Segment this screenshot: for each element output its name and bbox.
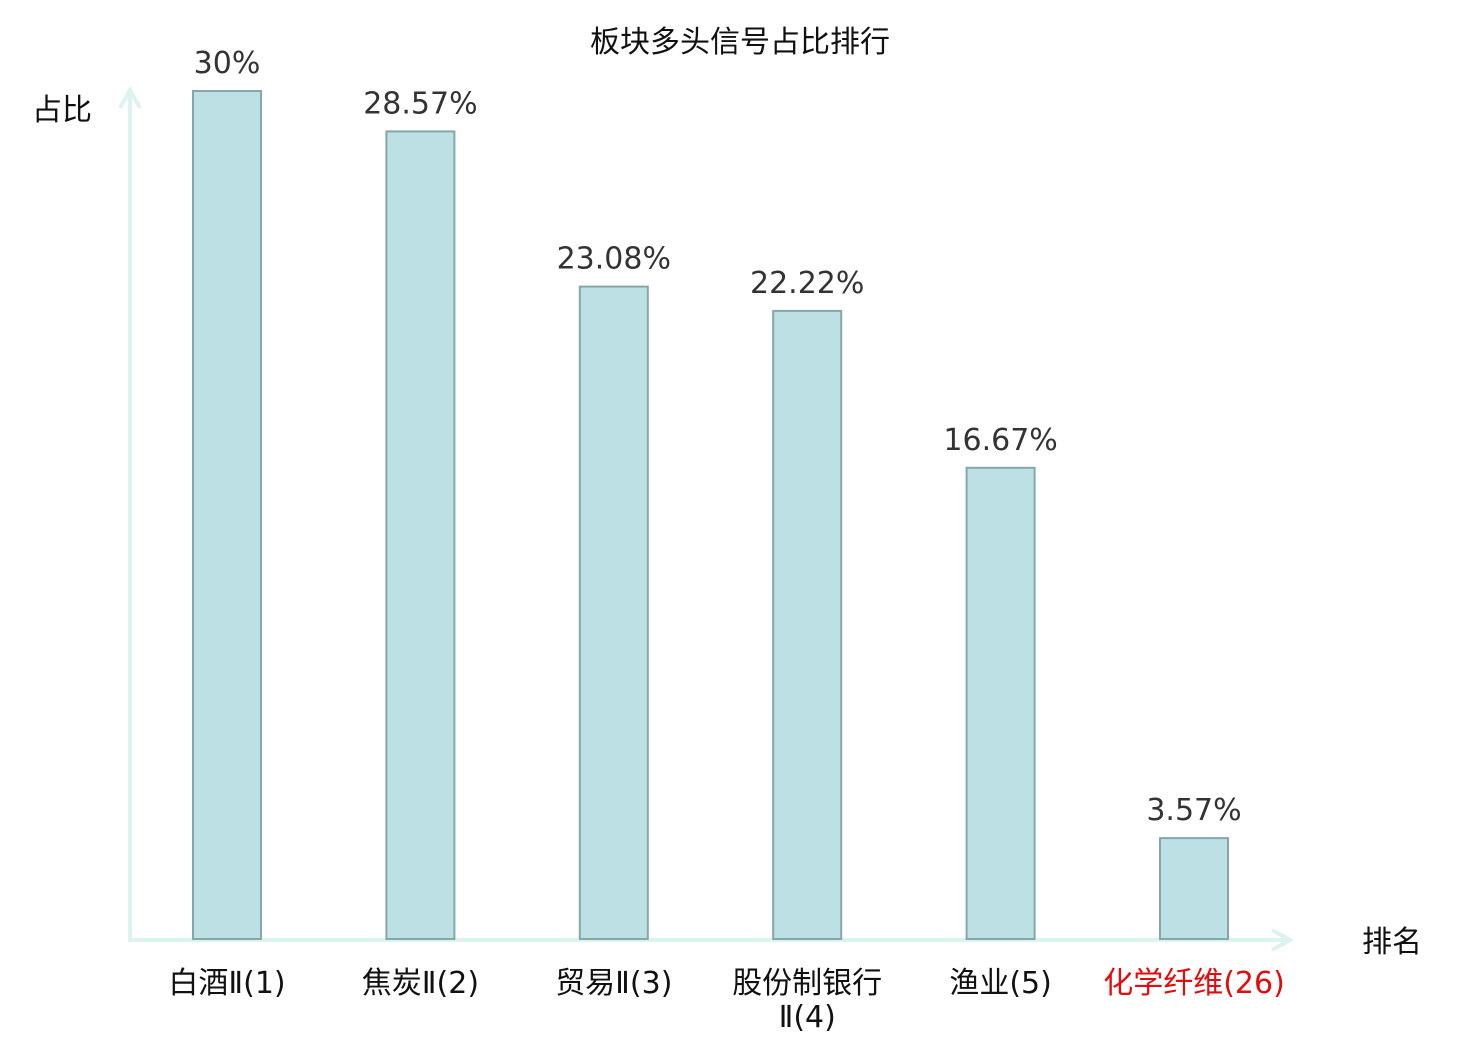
bar [192,90,262,940]
value-label: 30% [194,46,261,81]
y-axis-label: 占比 [32,93,92,128]
bar [1159,837,1229,940]
bar [965,466,1036,940]
value-label: 16.67% [943,423,1057,458]
category-label: 白酒Ⅱ(1) [168,966,285,1001]
value-labels-layer: 30% 28.57% 23.08% 22.22% 16.67% 3.57% [194,46,1242,828]
value-label: 28.57% [363,86,477,121]
category-label: 化学纤维(26) [1103,966,1285,1001]
category-label: 焦炭Ⅱ(2) [362,966,479,1001]
y-axis-arrow-icon [118,85,142,109]
x-axis-arrow-icon [1271,928,1295,952]
x-axis-label: 排名 [1362,925,1422,960]
value-label: 3.57% [1146,793,1241,828]
y-axis [118,85,142,940]
bar [385,130,456,940]
category-labels-layer: 白酒Ⅱ(1) 焦炭Ⅱ(2) 贸易Ⅱ(3) 股份制银行 Ⅱ(4) 渔业(5) 化学纤维(26) [168,966,1284,1035]
category-label: 渔业(5) [949,966,1052,1001]
bars-layer [192,90,1229,941]
bar [772,309,843,940]
category-label: 股份制银行 Ⅱ(4) [732,966,882,1035]
bar [578,285,649,941]
value-label: 23.08% [557,242,671,277]
value-label: 22.22% [750,266,864,301]
chart-title: 板块多头信号占比排行 [590,25,890,60]
category-label: 贸易Ⅱ(3) [555,966,672,1001]
x-axis [128,928,1295,952]
